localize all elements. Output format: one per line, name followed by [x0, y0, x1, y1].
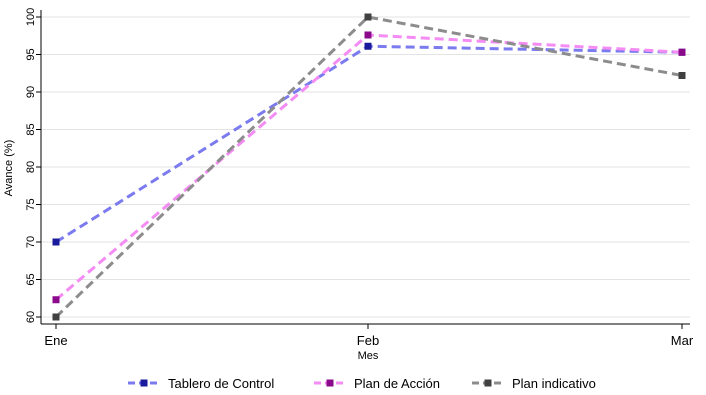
- y-tick-label: 95: [25, 48, 37, 60]
- data-point-marker: [364, 42, 372, 50]
- legend-swatch-marker: [140, 379, 148, 387]
- legend-swatch-marker: [484, 379, 492, 387]
- y-tick-label: 75: [25, 198, 37, 210]
- y-ticks: 60 65 70 75 80 85 90 95 100: [25, 8, 41, 323]
- legend-label: Tablero de Control: [168, 376, 274, 391]
- data-point-marker: [52, 296, 60, 304]
- x-ticks: Ene Feb Mar: [44, 324, 694, 348]
- y-axis-title: Avance (%): [3, 140, 15, 197]
- y-tick-label: 90: [25, 86, 37, 98]
- data-point-marker: [678, 48, 686, 56]
- y-tick-label: 100: [25, 8, 37, 26]
- data-point-marker: [364, 13, 372, 21]
- x-axis-title: Mes: [358, 350, 379, 362]
- legend: Tablero de Control Plan de Acción Plan ind…: [128, 376, 596, 391]
- y-tick-label: 60: [25, 311, 37, 323]
- y-tick-label: 85: [25, 123, 37, 135]
- y-tick-label: 70: [25, 236, 37, 248]
- y-tick-label: 65: [25, 273, 37, 285]
- legend-label: Plan indicativo: [512, 376, 596, 391]
- data-point-marker: [678, 72, 686, 79]
- x-tick-label: Feb: [357, 333, 379, 348]
- series-line: [54, 15, 683, 319]
- data-point-marker: [364, 31, 372, 39]
- series: [52, 13, 686, 321]
- data-point-marker: [52, 238, 60, 246]
- y-tick-label: 80: [25, 161, 37, 173]
- data-point-marker: [52, 313, 60, 321]
- legend-label: Plan de Acción: [354, 376, 440, 391]
- legend-swatch-marker: [326, 379, 334, 387]
- x-tick-label: Mar: [671, 333, 694, 348]
- x-tick-label: Ene: [44, 333, 67, 348]
